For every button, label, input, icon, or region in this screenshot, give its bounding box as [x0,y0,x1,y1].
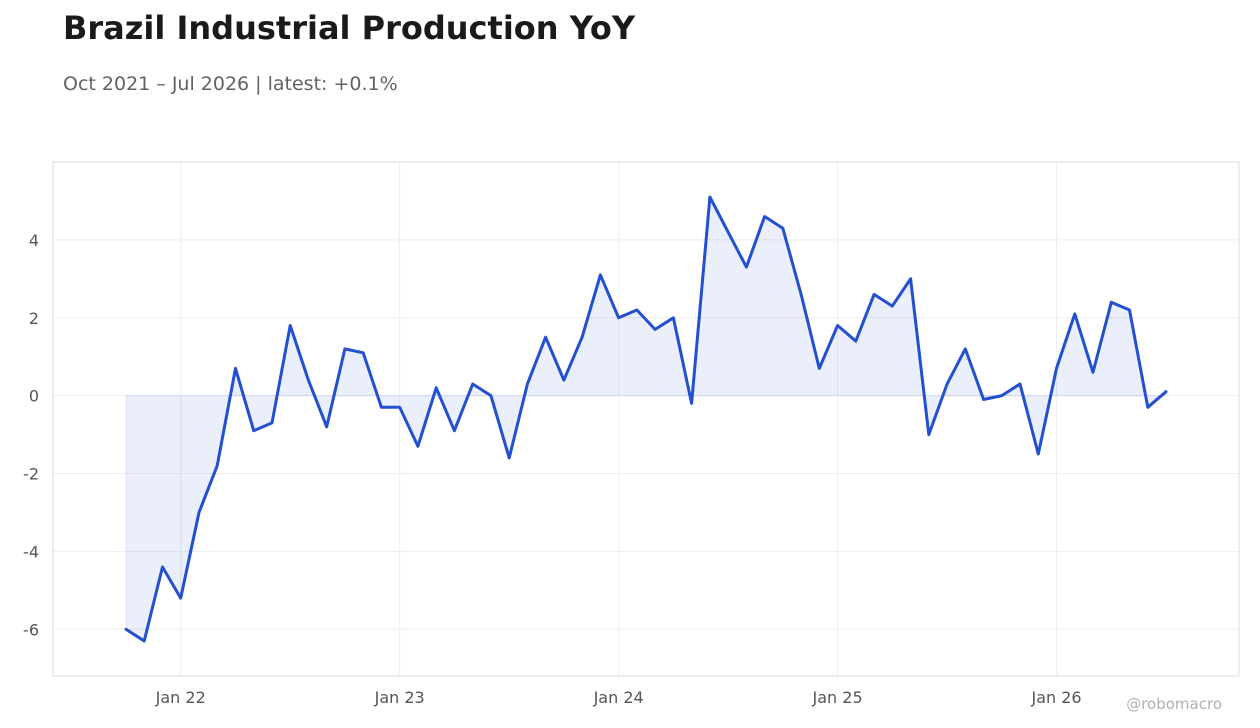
x-tick-label: Jan 25 [812,688,863,707]
series-area [125,195,1167,642]
x-tick-label: Jan 26 [1030,688,1081,707]
watermark: @robomacro [1126,695,1222,713]
line-layer [124,195,1168,643]
x-tick-label: Jan 24 [593,688,644,707]
x-tick-label: Jan 23 [374,688,425,707]
chart-title: Brazil Industrial Production YoY [63,9,636,47]
series-line [124,195,1168,643]
y-tick-label: 4 [29,231,39,250]
y-tick-label: -6 [23,620,39,639]
y-tick-label: -2 [23,465,39,484]
x-axis-ticks: Jan 22 Jan 23 Jan 24 Jan 25 Jan 26 [155,688,1082,707]
y-tick-label: 0 [29,387,39,406]
y-tick-label: 2 [29,309,39,328]
area-layer [125,195,1167,642]
frame-layer [52,161,1240,677]
chart-subtitle: Oct 2021 – Jul 2026 | latest: +0.1% [63,73,398,95]
y-axis-ticks: -6 -4 -2 0 2 4 [23,231,39,639]
x-tick-label: Jan 22 [155,688,206,707]
plot-frame [52,161,1240,677]
grid-layer [53,162,1239,676]
y-tick-label: -4 [23,542,39,561]
